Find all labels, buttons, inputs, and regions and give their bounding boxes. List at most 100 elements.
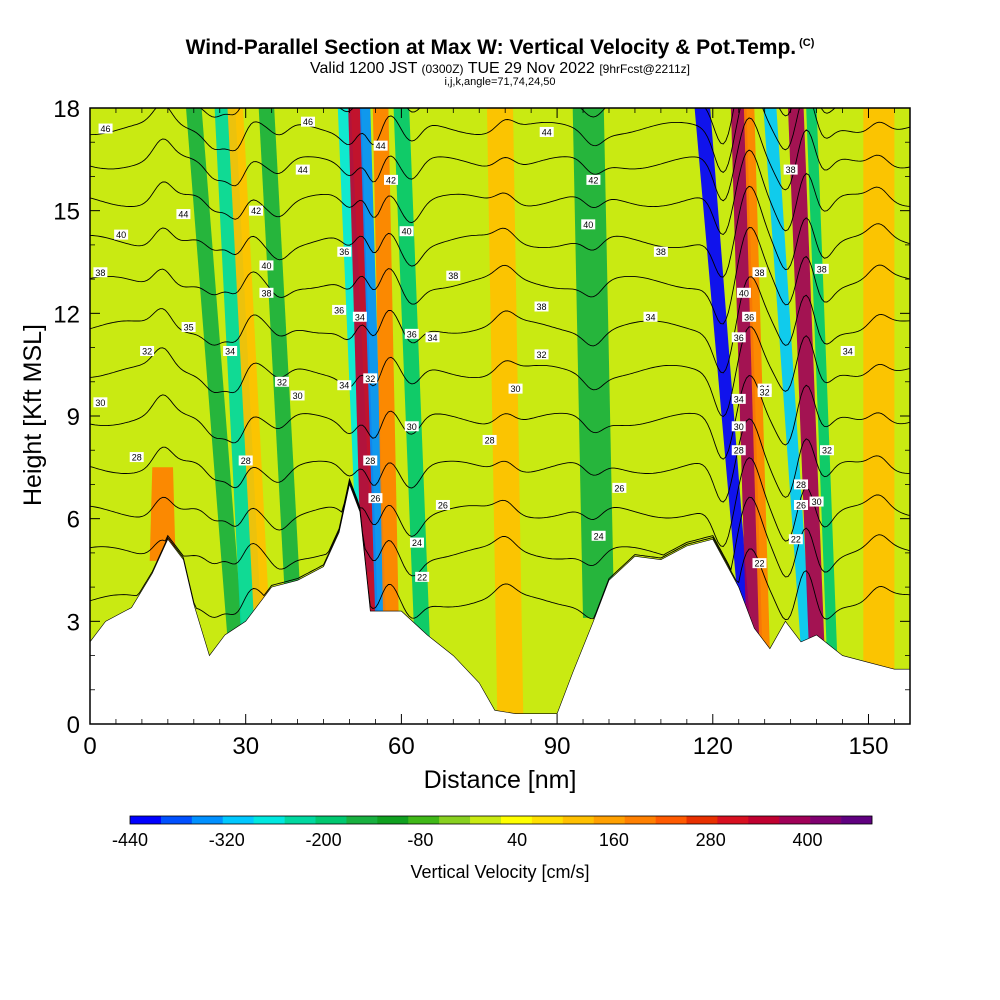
isentrope-label-bg	[98, 123, 113, 134]
isentrope-label: 42	[384, 174, 399, 185]
isentrope-label-text: 38	[754, 268, 764, 278]
colorbar-swatch	[748, 816, 780, 824]
colorbar-tick-label: -80	[407, 830, 433, 850]
isentrope-label-text: 46	[101, 124, 111, 134]
isentrope-label: 40	[114, 229, 129, 240]
isentrope-label: 44	[373, 140, 388, 151]
isentrope-label-text: 32	[822, 446, 832, 456]
colorbar-swatch	[315, 816, 347, 824]
isentrope-label-text: 44	[178, 210, 188, 220]
isentrope-label-text: 38	[261, 288, 271, 298]
colorbar-tick-label: -320	[209, 830, 245, 850]
subtitle-valid: Valid 1200 JST	[310, 60, 422, 77]
isentrope-label-bg	[368, 493, 383, 504]
isentrope-40	[90, 149, 910, 236]
isentrope-label-bg	[363, 373, 378, 384]
isentrope-label-bg	[363, 455, 378, 466]
isentrope-label-text: 35	[184, 323, 194, 333]
isentrope-label: 26	[794, 499, 809, 510]
isentrope-label-text: 30	[293, 391, 303, 401]
isentrope-label: 34	[643, 311, 658, 322]
isentrope-label-text: 36	[334, 305, 344, 315]
isentrope-label-bg	[752, 558, 767, 569]
isentrope-label-bg	[249, 205, 264, 216]
isentrope-label-bg	[819, 445, 834, 456]
isentrope-42	[90, 117, 910, 202]
isentrope-label-bg	[783, 164, 798, 175]
potential-temperature-contours	[90, 108, 910, 621]
downdraft-band	[694, 108, 750, 612]
isentrope-22	[90, 481, 910, 621]
isentrope-label-bg	[731, 332, 746, 343]
isentrope-label-text: 32	[365, 374, 375, 384]
isentrope-label-bg	[93, 267, 108, 278]
isentrope-label-text: 28	[241, 456, 251, 466]
isentrope-label-text: 34	[225, 346, 235, 356]
isentrope-label: 38	[534, 301, 549, 312]
isentrope-label: 30	[290, 390, 305, 401]
isentrope-label: 44	[295, 164, 310, 175]
isentrope-label-text: 44	[376, 141, 386, 151]
isentrope-label-bg	[736, 287, 751, 298]
isentrope-label-bg	[259, 287, 274, 298]
isentrope-label-text: 26	[614, 483, 624, 493]
x-tick-label: 150	[848, 733, 888, 760]
isentrope-label-bg	[435, 499, 450, 510]
isentrope-label-bg	[446, 270, 461, 281]
isentrope-label-bg	[643, 311, 658, 322]
colorbar-swatch	[253, 816, 285, 824]
isentrope-label: 28	[129, 452, 144, 463]
colorbar-swatch	[624, 816, 656, 824]
isentrope-label: 38	[783, 164, 798, 175]
subtitle-utc: (0300Z)	[421, 62, 464, 76]
isentrope-label-bg	[129, 452, 144, 463]
isentrope-label-text: 34	[355, 312, 365, 322]
isentrope-label: 34	[731, 393, 746, 404]
isentrope-label-text: 22	[417, 572, 427, 582]
isentrope-label: 38	[259, 287, 274, 298]
isentrope-label-bg	[482, 434, 497, 445]
isentrope-label: 30	[731, 421, 746, 432]
colorbar-swatch	[470, 816, 502, 824]
isentrope-label-text: 22	[791, 535, 801, 545]
isentrope-label-text: 34	[843, 346, 853, 356]
isentrope-label-bg	[223, 345, 238, 356]
isentrope-label-bg	[814, 263, 829, 274]
isentrope-label: 44	[539, 126, 554, 137]
isentrope-label: 44	[176, 209, 191, 220]
updraft-band	[743, 108, 770, 653]
isentrope-label: 36	[332, 304, 347, 315]
isentrope-label: 30	[404, 421, 419, 432]
colorbar-swatch	[408, 816, 440, 824]
isentrope-label-bg	[731, 445, 746, 456]
downdraft-band	[763, 108, 812, 650]
colorbar-tick-label: 280	[696, 830, 726, 850]
isentrope-label-bg	[295, 164, 310, 175]
downdraft-band	[258, 108, 301, 592]
x-tick-label: 90	[544, 733, 571, 760]
isentrope-label: 30	[508, 383, 523, 394]
colorbar-swatch	[531, 816, 564, 824]
colorbar-label: Vertical Velocity [cm/s]	[410, 862, 590, 882]
isentrope-label-text: 32	[760, 388, 770, 398]
isentrope-30	[90, 374, 910, 460]
isentrope-label-bg	[731, 421, 746, 432]
y-axis-label: Height [Kft MSL]	[19, 323, 47, 507]
downdraft-band	[572, 108, 615, 618]
isentrope-label-text: 24	[412, 538, 422, 548]
isentrope-label: 28	[363, 455, 378, 466]
y-tick-label: 0	[67, 712, 80, 739]
y-tick-label: 3	[67, 609, 80, 636]
colorbar-swatch	[655, 816, 687, 824]
isentrope-labels: 46 46 44 44 44 44 42 42 42 40 40 40 40 40 38 38 38 38 38 38…	[93, 116, 855, 582]
isentrope-label: 42	[249, 205, 264, 216]
colorbar-tick-label: -440	[112, 830, 148, 850]
isentrope-label: 36	[742, 311, 757, 322]
isentrope-label-text: 38	[95, 268, 105, 278]
isentrope-label-text: 34	[428, 333, 438, 343]
isentrope-label: 34	[425, 332, 440, 343]
isentrope-label: 28	[794, 479, 809, 490]
isentrope-label-bg	[840, 345, 855, 356]
isentrope-label-text: 30	[407, 422, 417, 432]
y-tick-label: 12	[53, 301, 80, 328]
